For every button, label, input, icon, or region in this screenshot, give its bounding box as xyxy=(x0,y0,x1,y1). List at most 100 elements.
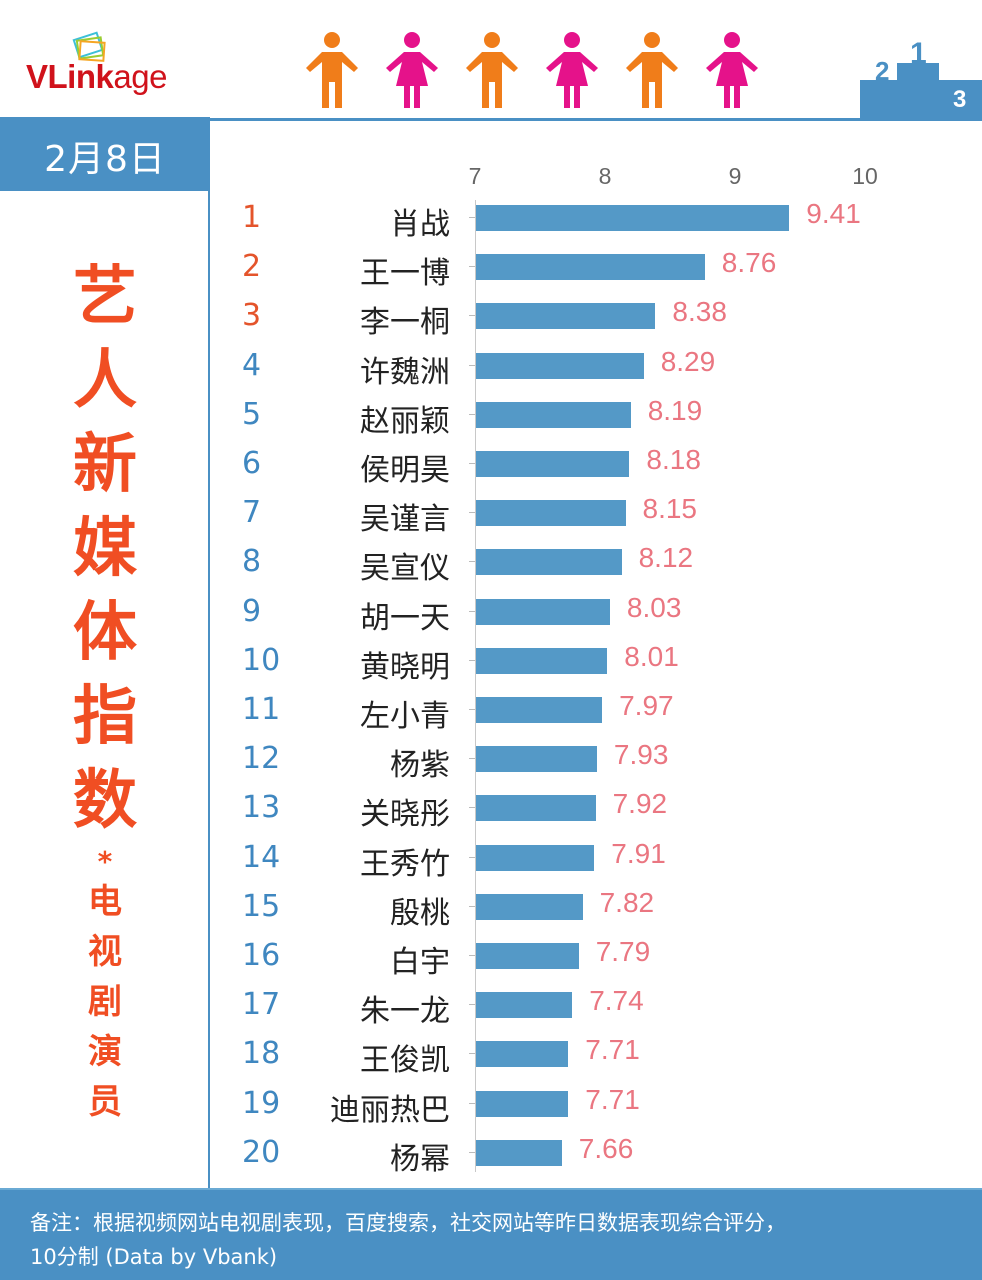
x-tick-label: 8 xyxy=(598,163,612,189)
title-char: 新 xyxy=(73,428,137,502)
svg-text:1: 1 xyxy=(910,37,927,70)
rank-number: 4 xyxy=(242,347,262,383)
score-value: 7.71 xyxy=(585,1083,640,1115)
rank-number: 10 xyxy=(242,642,281,678)
score-bar xyxy=(476,943,579,969)
score-bar xyxy=(476,1139,562,1166)
svg-text:3: 3 xyxy=(953,86,966,113)
rank-number: 16 xyxy=(242,938,281,973)
axis-tick-mark xyxy=(469,709,475,710)
score-value: 8.15 xyxy=(642,493,698,525)
title-char: 体 xyxy=(73,596,137,670)
date-label: 2月8日 xyxy=(0,121,210,191)
chart-row: 12 杨紫 7.93 xyxy=(220,734,982,783)
female-figure-icon xyxy=(546,32,598,108)
side-divider xyxy=(208,121,210,1190)
rank-number: 8 xyxy=(242,544,262,580)
artist-name: 侯明昊 xyxy=(360,453,450,488)
axis-tick-mark xyxy=(469,315,475,317)
score-value: 7.74 xyxy=(589,985,644,1017)
score-value: 8.18 xyxy=(646,444,701,475)
artist-name: 殷桃 xyxy=(390,895,450,931)
footer-line-1: 备注：根据视频网站电视剧表现，百度搜索，社交网站等昨日数据表现综合评分， xyxy=(30,1211,786,1235)
logo-cards-icon xyxy=(72,31,106,62)
score-bar xyxy=(476,549,622,576)
score-value: 7.92 xyxy=(612,788,668,820)
artist-name: 吴宣仪 xyxy=(360,551,450,587)
rank-number: 13 xyxy=(242,790,281,826)
axis-tick-mark xyxy=(469,1151,475,1153)
score-bar xyxy=(476,451,630,477)
axis-tick-mark xyxy=(469,856,475,858)
vlinkage-logo: VLinkage xyxy=(26,30,206,100)
score-bar xyxy=(476,303,656,330)
score-value: 8.76 xyxy=(721,247,777,279)
score-bar xyxy=(476,598,610,625)
title-separator: * xyxy=(97,845,113,878)
female-figure-icon xyxy=(706,32,758,108)
subtitle-char: 演 xyxy=(88,1032,122,1072)
score-value: 8.12 xyxy=(638,542,694,574)
chart-row: 10 黄晓明 8.01 xyxy=(220,636,982,685)
score-value: 7.97 xyxy=(619,690,674,721)
axis-tick-mark xyxy=(469,955,475,956)
artist-name: 王一博 xyxy=(360,256,450,292)
axis-tick-mark xyxy=(469,512,475,514)
artist-name: 肖战 xyxy=(390,207,450,242)
chart-row: 18 王俊凯 7.71 xyxy=(220,1029,982,1078)
header: VLinkage 2 1 3 xyxy=(0,0,982,121)
score-bar xyxy=(476,1090,569,1117)
rank-number: 12 xyxy=(242,741,281,777)
chart-row: 2 王一博 8.76 xyxy=(220,242,982,291)
score-value: 7.93 xyxy=(613,739,669,771)
chart-row: 13 关晓彤 7.92 xyxy=(220,783,982,832)
chart-row: 9 胡一天 8.03 xyxy=(220,587,982,636)
chart-row: 7 吴谨言 8.15 xyxy=(220,488,982,537)
axis-tick-mark xyxy=(469,1102,475,1104)
score-bar xyxy=(476,844,595,871)
score-bar xyxy=(476,746,597,773)
axis-tick-mark xyxy=(469,463,475,464)
score-value: 7.91 xyxy=(611,837,666,869)
rank-number: 3 xyxy=(242,298,262,334)
subtitle-char: 视 xyxy=(88,932,122,972)
score-value: 8.38 xyxy=(672,296,727,328)
artist-name: 赵丽颖 xyxy=(360,403,450,439)
subtitle-char: 剧 xyxy=(88,982,122,1022)
female-figure-icon xyxy=(386,32,438,108)
chart-row: 1 肖战 9.41 xyxy=(220,193,982,242)
chart-row: 14 王秀竹 7.91 xyxy=(220,833,982,882)
score-bar xyxy=(476,992,573,1019)
score-value: 8.29 xyxy=(660,345,716,377)
artist-name: 李一桐 xyxy=(360,305,450,341)
axis-tick-mark xyxy=(469,758,475,760)
axis-tick-mark xyxy=(469,905,475,907)
footer-note: 备注：根据视频网站电视剧表现，百度搜索，社交网站等昨日数据表现综合评分， 10分… xyxy=(0,1190,982,1280)
score-value: 7.79 xyxy=(595,936,651,967)
footer-top-line xyxy=(0,1188,982,1190)
artist-name: 杨紫 xyxy=(390,748,450,784)
rank-number: 11 xyxy=(242,692,281,727)
score-value: 8.19 xyxy=(647,394,703,426)
rank-number: 15 xyxy=(242,888,281,924)
rank-number: 14 xyxy=(242,839,281,875)
chart-row: 6 侯明昊 8.18 xyxy=(220,439,982,488)
score-bar xyxy=(476,352,644,379)
title-char: 指 xyxy=(73,680,137,754)
svg-text:2: 2 xyxy=(875,56,889,86)
title-char: 媒 xyxy=(73,512,137,586)
chart-row: 5 赵丽颖 8.19 xyxy=(220,390,982,439)
rank-number: 1 xyxy=(242,200,262,235)
axis-tick-mark xyxy=(469,659,475,661)
header-divider xyxy=(210,118,982,121)
artist-name: 黄晓明 xyxy=(360,649,450,685)
male-figure-icon xyxy=(306,32,358,108)
axis-tick-mark xyxy=(469,610,475,612)
score-bar xyxy=(476,205,790,231)
score-value: 8.03 xyxy=(626,591,682,623)
chart-row: 8 吴宣仪 8.12 xyxy=(220,537,982,586)
bar-chart: 7 8 9 10 1 肖战 9.41 2 王一博 8.76 3 李一桐 8.38 4 许魏洲 8.29 5 赵丽颖… xyxy=(220,160,982,1180)
axis-tick-mark xyxy=(469,266,475,268)
score-bar xyxy=(476,647,608,674)
score-bar xyxy=(476,254,705,281)
